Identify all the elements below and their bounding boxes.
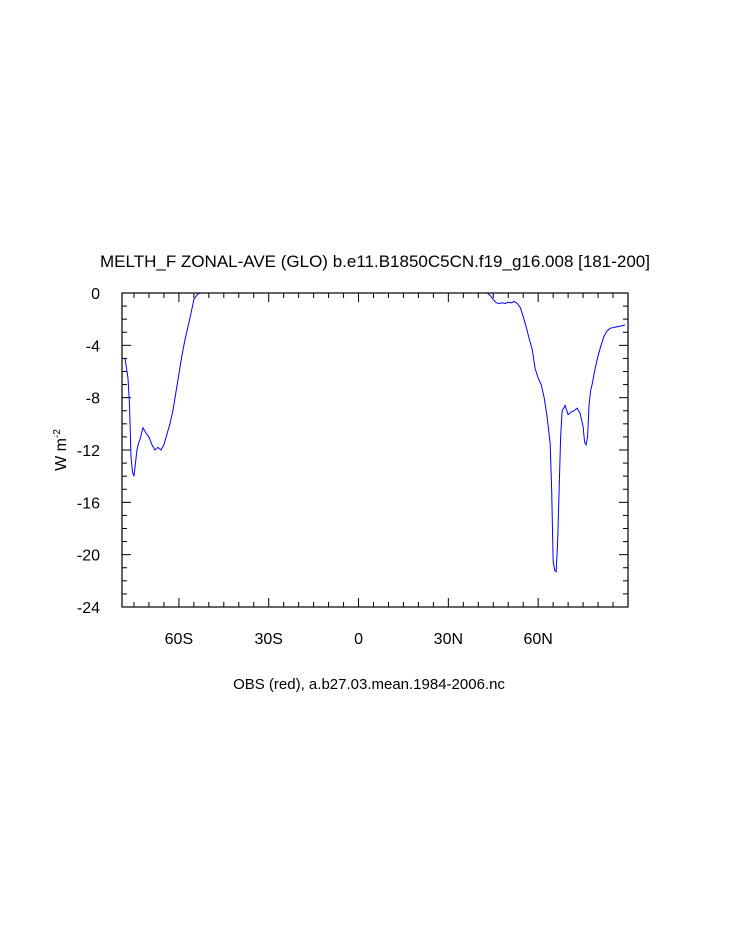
y-tick-label: -24 <box>77 600 100 617</box>
y-tick-label: -8 <box>86 391 100 408</box>
x-tick-label: 30S <box>254 631 282 648</box>
axis-ticks <box>122 292 628 608</box>
y-tick-label: -20 <box>77 548 100 565</box>
y-axis-title-text: W m <box>53 438 70 471</box>
x-tick-label: 60N <box>523 631 552 648</box>
series-line <box>124 292 626 573</box>
x-tick-label: 0 <box>354 631 363 648</box>
y-tick-label: -12 <box>77 443 100 460</box>
axis-tick-labels: 60S 30S 0 30N 60N 0 -4 -8 -12 -16 -20 -24 <box>77 286 553 648</box>
plot-frame <box>121 292 629 608</box>
x-tick-label: 30N <box>434 631 463 648</box>
y-tick-label: -4 <box>86 338 100 355</box>
y-tick-label: -16 <box>77 495 100 512</box>
y-tick-label: 0 <box>91 286 100 303</box>
x-tick-label: 60S <box>165 631 193 648</box>
chart-title: MELTH_F ZONAL-AVE (GLO) b.e11.B1850C5CN.… <box>100 252 650 271</box>
y-axis-title-superscript: -2 <box>52 429 63 438</box>
y-axis-title: W m-2 <box>52 429 70 471</box>
footer-note: OBS (red), a.b27.03.mean.1984-2006.nc <box>233 676 505 693</box>
